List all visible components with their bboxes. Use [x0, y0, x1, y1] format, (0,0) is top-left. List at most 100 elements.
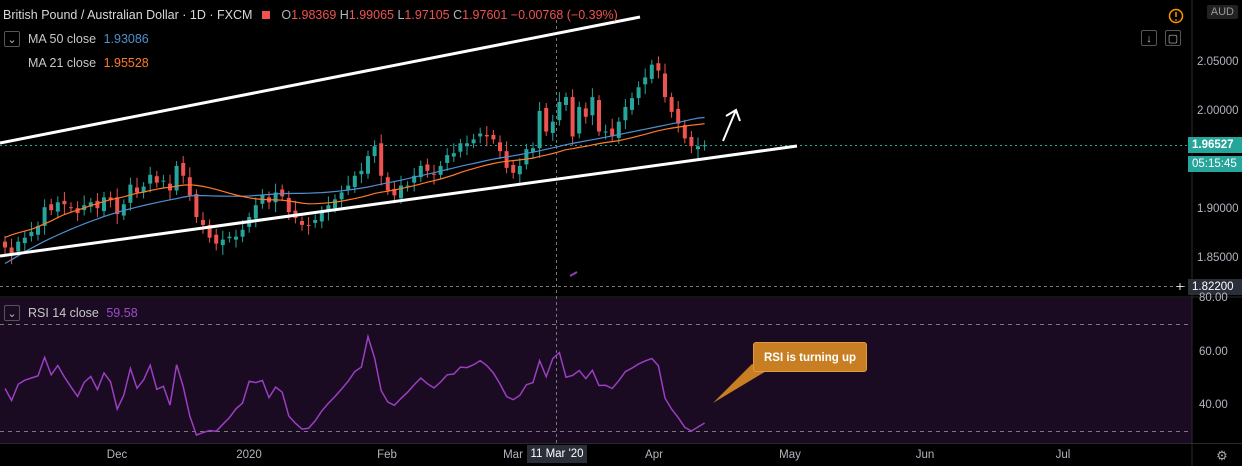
price-tick: 1.90000: [1197, 203, 1239, 215]
candle-body: [95, 200, 100, 209]
collapse-indicators-button[interactable]: ⌄: [4, 31, 20, 47]
candle-body: [603, 131, 608, 133]
candle-body: [234, 236, 238, 240]
time-label: Dec: [106, 449, 128, 461]
candle-body: [187, 177, 192, 196]
candle-body: [484, 134, 489, 137]
candle-body: [511, 164, 516, 173]
candle-body: [62, 200, 67, 205]
candle-body: [590, 97, 595, 116]
candle-body: [135, 187, 139, 193]
candle-body: [16, 241, 21, 252]
candle-body: [425, 164, 430, 171]
crosshair-date-tag: 11 Mar '20: [527, 445, 587, 463]
candle-body: [9, 247, 14, 255]
candle-body: [214, 234, 219, 244]
candle-body: [616, 121, 621, 138]
candle-body: [313, 219, 318, 223]
chevron-down-icon: ⌄: [7, 308, 17, 320]
arrow-down-icon: ↓: [1146, 33, 1152, 45]
ticker-logo-icon: [1168, 8, 1184, 24]
lower-channel-line: [0, 144, 798, 258]
candle-layer: [3, 56, 707, 265]
candle-body: [418, 165, 423, 178]
candle-body: [524, 149, 529, 165]
candle-body: [583, 108, 588, 117]
candle-body: [465, 143, 469, 147]
currency-badge[interactable]: AUD: [1206, 5, 1238, 19]
candle-body: [326, 205, 331, 211]
high-value: 1.99065: [348, 8, 394, 22]
candle-body: [3, 241, 7, 248]
candle-body: [399, 185, 403, 199]
candle-body: [504, 151, 509, 168]
open-value: 1.98369: [291, 8, 337, 22]
candle-body: [49, 204, 54, 211]
candle-body: [372, 146, 377, 157]
candle-body: [42, 207, 47, 226]
candle-body: [623, 106, 628, 121]
ma21-line: [4, 123, 705, 239]
chart-legend: British Pound / Australian Dollar · 1D ·…: [3, 8, 618, 22]
candle-body: [346, 185, 351, 190]
candle-body: [207, 224, 212, 238]
candle-body: [220, 239, 225, 246]
candle-body: [333, 199, 337, 209]
candle-body: [181, 162, 186, 176]
ma21-legend[interactable]: MA 21 close 1.95528: [28, 56, 149, 70]
rsi-tick: 40.00: [1199, 399, 1228, 411]
candle-body: [102, 197, 106, 212]
symbol-title[interactable]: British Pound / Australian Dollar · 1D ·…: [3, 8, 253, 22]
candle-body: [108, 197, 113, 201]
candle-body: [458, 143, 463, 152]
candle-body: [570, 97, 575, 137]
annotation-pointer: [713, 364, 768, 403]
candle-body: [194, 193, 199, 218]
crosshair-plus-icon[interactable]: +: [1175, 278, 1185, 294]
candle-body: [676, 108, 681, 124]
candle-body: [319, 212, 324, 222]
candle-body: [577, 106, 582, 134]
candle-body: [253, 205, 258, 219]
rsi-legend[interactable]: RSI 14 close 59.58: [28, 306, 138, 320]
candle-body: [663, 73, 667, 98]
candle-body: [438, 165, 443, 175]
rsi-tick: 80.00: [1199, 292, 1228, 304]
candle-body: [432, 173, 436, 175]
restore-button[interactable]: ▢: [1165, 30, 1181, 46]
candle-body: [636, 87, 641, 99]
candle-body: [141, 186, 146, 193]
candle-body: [36, 225, 40, 235]
candle-body: [491, 134, 496, 140]
candle-body: [445, 155, 450, 163]
candle-body: [201, 219, 205, 225]
ma50-legend[interactable]: MA 50 close 1.93086: [28, 32, 149, 46]
annotation-callout[interactable]: RSI is turning up: [753, 342, 867, 372]
candle-body: [352, 175, 357, 188]
candle-body: [29, 231, 34, 237]
candle-body: [286, 197, 291, 213]
candle-body: [696, 146, 700, 150]
price-tick: 1.85000: [1197, 252, 1239, 264]
candle-body: [300, 220, 304, 225]
download-button[interactable]: ↓: [1141, 30, 1157, 46]
candle-body: [550, 121, 555, 133]
candle-body: [161, 180, 166, 182]
ma50-line: [4, 116, 705, 265]
collapse-rsi-button[interactable]: ⌄: [4, 305, 20, 321]
restore-icon: ▢: [1167, 33, 1179, 45]
current-price-tag: 1.96527: [1188, 137, 1242, 153]
candle-body: [478, 133, 483, 137]
candle-body: [392, 189, 397, 196]
up-arrow-icon: [722, 108, 741, 142]
time-label: Mar: [503, 449, 523, 461]
candle-body: [385, 177, 390, 191]
candle-body: [115, 197, 120, 215]
chevron-down-icon: ⌄: [7, 34, 17, 46]
time-label: May: [779, 449, 801, 461]
annotation-mark: [569, 271, 578, 277]
settings-gear-icon[interactable]: ⚙: [1216, 448, 1228, 463]
time-label: 2020: [236, 449, 262, 461]
candle-body: [630, 98, 634, 110]
